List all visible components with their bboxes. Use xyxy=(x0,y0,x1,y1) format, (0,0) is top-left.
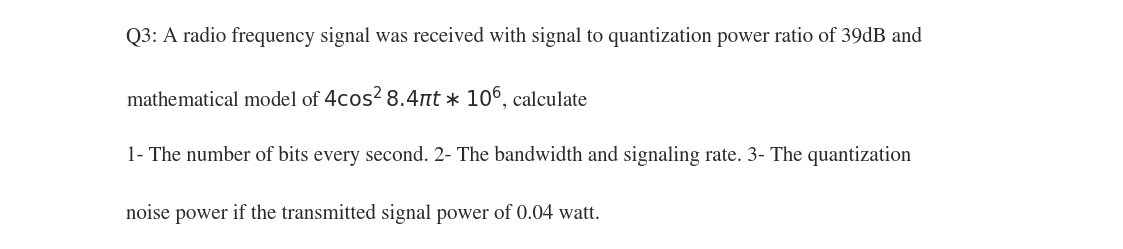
Text: 1- The number of bits every second. 2- The bandwidth and signaling rate. 3- The : 1- The number of bits every second. 2- T… xyxy=(126,145,911,166)
Text: noise power if the transmitted signal power of 0.04 watt.: noise power if the transmitted signal po… xyxy=(126,204,600,224)
Text: Q3: A radio frequency signal was received with signal to quantization power rati: Q3: A radio frequency signal was receive… xyxy=(126,27,922,47)
Text: mathematical model of $4\cos^{2}8.4\pi t \ast 10^{6}$, calculate: mathematical model of $4\cos^{2}8.4\pi t… xyxy=(126,84,587,112)
